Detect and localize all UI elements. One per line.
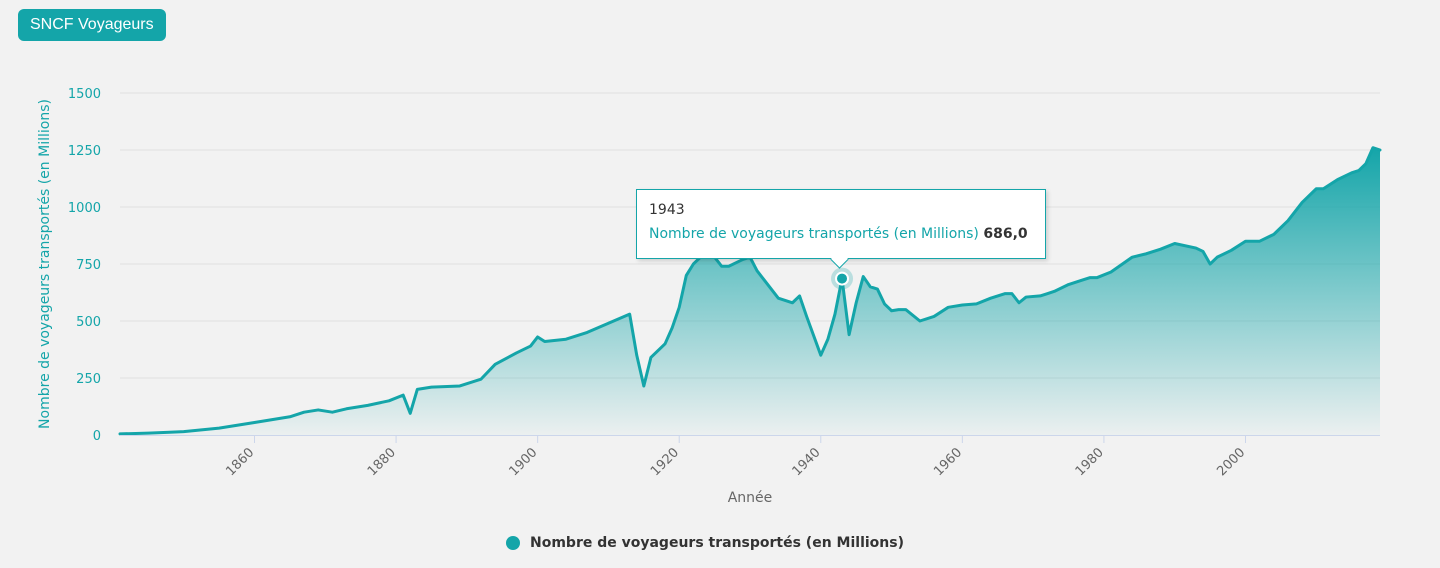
tooltip-year: 1943 — [649, 202, 685, 218]
chart-legend[interactable]: Nombre de voyageurs transportés (en Mill… — [0, 535, 1410, 551]
app-badge[interactable]: SNCF Voyageurs — [18, 9, 166, 41]
legend-label[interactable]: Nombre de voyageurs transportés (en Mill… — [530, 535, 904, 551]
data-tooltip: 1943 Nombre de voyageurs transportés (en… — [636, 189, 1046, 269]
tooltip-value: 686,0 — [983, 226, 1028, 242]
y-axis-title: Nombre de voyageurs transportés (en Mill… — [37, 99, 53, 429]
y-tick-label: 0 — [93, 429, 101, 444]
x-tick-label: 1860 — [223, 445, 257, 479]
y-tick-label: 1250 — [68, 144, 101, 159]
x-tick-label: 1880 — [365, 445, 399, 479]
circle-marker-icon — [506, 536, 520, 550]
y-tick-label: 1500 — [68, 87, 101, 102]
y-tick-label: 750 — [76, 258, 101, 273]
tooltip-series-label: Nombre de voyageurs transportés (en Mill… — [649, 226, 979, 242]
series-area-fill — [120, 147, 1380, 435]
x-tick-label: 1980 — [1073, 445, 1107, 479]
y-tick-label: 500 — [76, 315, 101, 330]
x-tick-label: 1900 — [506, 445, 540, 479]
x-tick-label: 1940 — [790, 445, 824, 479]
x-tick-label: 1920 — [648, 445, 682, 479]
x-tick-label: 1960 — [931, 445, 965, 479]
series-line — [118, 146, 1382, 436]
x-tick-label: 2000 — [1214, 445, 1248, 479]
highlighted-data-point[interactable] — [835, 271, 850, 286]
x-axis-title: Année — [728, 490, 773, 506]
y-tick-label: 1000 — [68, 201, 101, 216]
y-tick-label: 250 — [76, 372, 101, 387]
series-area — [118, 146, 1382, 436]
